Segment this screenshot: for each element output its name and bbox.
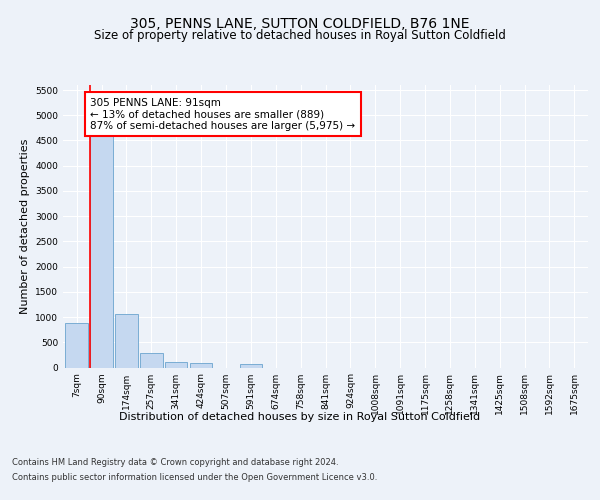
Bar (239, 364, 262, 368)
Text: Distribution of detached houses by size in Royal Sutton Coldfield: Distribution of detached houses by size … (119, 412, 481, 422)
Bar (165, 362, 187, 368)
Bar (65, 323, 88, 368)
Text: Contains HM Land Registry data © Crown copyright and database right 2024.: Contains HM Land Registry data © Crown c… (12, 458, 338, 467)
Text: Size of property relative to detached houses in Royal Sutton Coldfield: Size of property relative to detached ho… (94, 29, 506, 42)
Y-axis label: Number of detached properties: Number of detached properties (20, 138, 29, 314)
Text: 305, PENNS LANE, SUTTON COLDFIELD, B76 1NE: 305, PENNS LANE, SUTTON COLDFIELD, B76 1… (130, 18, 470, 32)
Bar (190, 364, 212, 368)
Bar (140, 353, 163, 368)
Bar (91, 136, 113, 368)
Bar (115, 314, 137, 368)
Text: Contains public sector information licensed under the Open Government Licence v3: Contains public sector information licen… (12, 473, 377, 482)
Text: 305 PENNS LANE: 91sqm
← 13% of detached houses are smaller (889)
87% of semi-det: 305 PENNS LANE: 91sqm ← 13% of detached … (91, 98, 355, 131)
